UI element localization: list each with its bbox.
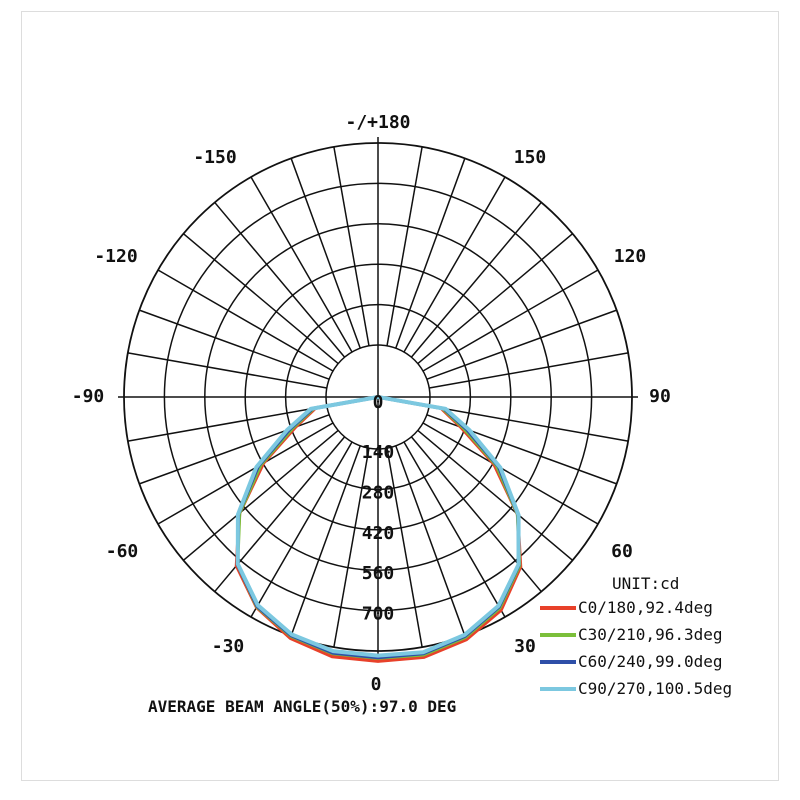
grid-spoke xyxy=(395,158,466,349)
legend-label: C0/180,92.4deg xyxy=(578,598,713,617)
radial-tick-label: 0 xyxy=(373,392,384,413)
angle-label: 90 xyxy=(649,386,671,407)
grid-spoke xyxy=(333,146,370,346)
radial-tick-label: 700 xyxy=(362,604,395,625)
polar-grid xyxy=(118,137,638,657)
grid-spoke xyxy=(182,233,339,365)
grid-spoke xyxy=(139,309,330,380)
angle-label: 0 xyxy=(371,674,382,695)
grid-spoke xyxy=(429,352,629,389)
grid-spoke xyxy=(429,405,629,442)
grid-spoke xyxy=(182,429,339,561)
grid-spoke xyxy=(127,352,327,389)
grid-spoke xyxy=(417,233,574,365)
angle-label: 120 xyxy=(614,246,647,267)
legend: UNIT:cd C0/180,92.4deg C30/210,96.3deg C60… xyxy=(540,574,732,698)
grid-spoke xyxy=(214,201,346,358)
intensity-curves xyxy=(234,395,523,663)
radial-tick-label: 560 xyxy=(362,563,395,584)
grid-spoke xyxy=(386,448,423,648)
grid-spoke xyxy=(422,422,599,525)
radial-tick-label: 140 xyxy=(362,442,395,463)
grid-spoke xyxy=(127,405,327,442)
angle-label: 60 xyxy=(611,541,633,562)
angle-label: 30 xyxy=(514,636,536,657)
angle-label: -90 xyxy=(72,386,105,407)
legend-item: C90/270,100.5deg xyxy=(540,679,732,698)
grid-spoke xyxy=(403,176,506,353)
angle-label: -120 xyxy=(94,246,137,267)
unit-label: UNIT:cd xyxy=(612,574,679,593)
grid-spoke xyxy=(403,441,506,618)
grid-spoke xyxy=(386,146,423,346)
grid-spoke xyxy=(290,158,361,349)
grid-spoke xyxy=(410,201,542,358)
beam-angle-footer: AVERAGE BEAM ANGLE(50%):97.0 DEG xyxy=(148,697,456,716)
grid-spoke xyxy=(426,309,617,380)
angle-label: -150 xyxy=(193,147,236,168)
angle-labels: -/+180 150 -150 120 -120 90 -90 60 -60 30 -30 0 xyxy=(72,112,671,695)
radial-tick-label: 420 xyxy=(362,523,395,544)
grid-spoke xyxy=(250,176,353,353)
grid-spoke xyxy=(139,414,330,485)
angle-label: -/+180 xyxy=(345,112,410,133)
grid-spoke xyxy=(290,445,361,636)
grid-spoke xyxy=(395,445,466,636)
grid-spoke xyxy=(157,422,334,525)
grid-spoke xyxy=(333,448,370,648)
legend-label: C60/240,99.0deg xyxy=(578,652,723,671)
legend-item: C60/240,99.0deg xyxy=(540,652,723,671)
angle-label: -30 xyxy=(212,636,245,657)
legend-label: C30/210,96.3deg xyxy=(578,625,723,644)
radial-tick-labels: 0 140 280 420 560 700 xyxy=(362,392,395,625)
radial-tick-label: 280 xyxy=(362,482,395,503)
grid-spoke xyxy=(422,269,599,372)
grid-spoke xyxy=(157,269,334,372)
grid-spoke xyxy=(250,441,353,618)
curve-4 xyxy=(235,395,521,658)
legend-item: C30/210,96.3deg xyxy=(540,625,723,644)
legend-label: C90/270,100.5deg xyxy=(578,679,732,698)
grid-spoke xyxy=(417,429,574,561)
angle-label: 150 xyxy=(514,147,547,168)
grid-spoke xyxy=(426,414,617,485)
legend-item: C0/180,92.4deg xyxy=(540,598,713,617)
angle-label: -60 xyxy=(106,541,139,562)
chart-frame xyxy=(21,11,779,781)
